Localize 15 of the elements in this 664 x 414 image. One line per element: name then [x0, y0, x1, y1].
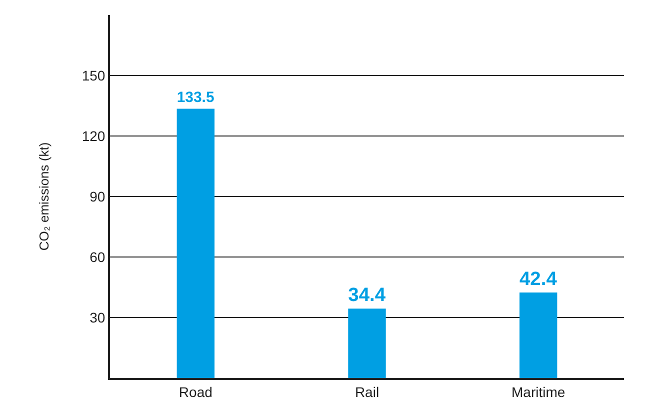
data-label: 42.4 [520, 268, 558, 290]
bar [348, 308, 386, 378]
y-axis-title: CO₂ emissions (kt) [36, 142, 52, 251]
y-tick-label: 120 [82, 128, 106, 144]
x-tick-label: Road [178, 384, 212, 400]
x-tick-label: Maritime [511, 384, 566, 400]
y-tick-label: 30 [90, 309, 106, 326]
bar [176, 108, 215, 378]
y-tick-label: 60 [90, 248, 106, 265]
data-label: 133.5 [176, 89, 214, 106]
y-tick-label: 90 [90, 188, 106, 204]
x-tick-label: Rail [354, 384, 380, 400]
bar [519, 292, 558, 378]
data-label: 34.4 [348, 285, 386, 306]
y-tick-label: 150 [82, 67, 106, 84]
